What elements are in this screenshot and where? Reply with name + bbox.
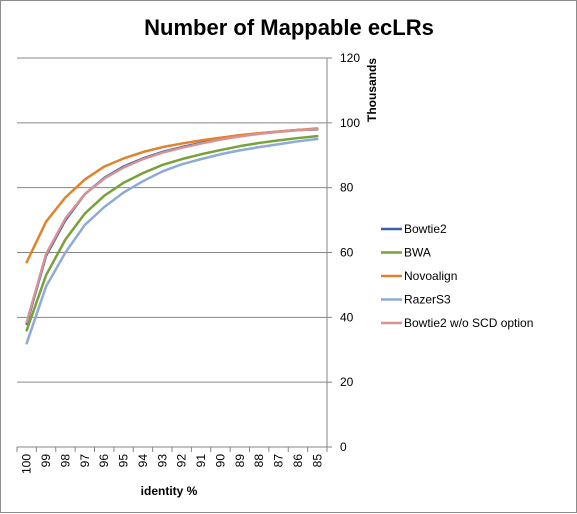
x-tick-label: 90	[213, 454, 227, 468]
x-tick-label: 86	[291, 454, 305, 468]
series-line-1	[25, 128, 319, 326]
series-lines	[25, 127, 319, 345]
x-tick-label: 87	[272, 454, 286, 468]
y-tick-label: 40	[340, 310, 354, 324]
y-tick-label: 20	[340, 375, 354, 389]
legend-label: BWA	[404, 246, 431, 260]
x-axis-title: identity %	[141, 484, 198, 498]
y-tick-label: 60	[340, 246, 354, 260]
legend: Bowtie2 BWA Novoalign RazerS3 Bowtie2 w/o SC…	[381, 222, 533, 330]
y-axis-title: Thousands	[365, 58, 379, 122]
legend-label: Bowtie2	[404, 222, 447, 236]
x-tick-label: 91	[194, 454, 208, 468]
x-tick-label: 95	[117, 454, 131, 468]
x-tick-labels: 100 99 98 97 96 95 94 93 92 91 90 89 88 87 86 85	[20, 454, 325, 474]
y-tick-label: 80	[340, 181, 354, 195]
series-line-4	[25, 137, 319, 345]
x-tick-label: 100	[20, 454, 34, 474]
legend-label: Bowtie2 w/o SCD option	[404, 316, 533, 330]
x-tick-label: 94	[136, 454, 150, 468]
axes	[16, 57, 332, 452]
x-tick-label: 88	[252, 454, 266, 468]
x-tick-label: 98	[58, 454, 72, 468]
chart-title: Number of Mappable ecLRs	[144, 15, 434, 40]
x-tick-label: 93	[155, 454, 169, 468]
y-tick-label: 0	[340, 440, 347, 454]
legend-label: Novoalign	[404, 269, 457, 283]
series-line-2	[25, 134, 319, 332]
legend-label: RazerS3	[404, 293, 451, 307]
y-tick-label: 120	[340, 51, 360, 65]
x-tick-label: 89	[233, 454, 247, 468]
x-tick-label: 92	[175, 454, 189, 468]
x-tick-label: 97	[78, 454, 92, 468]
x-tick-label: 96	[97, 454, 111, 468]
series-line-5	[25, 127, 319, 324]
y-tick-labels: 0 20 40 60 80 100 120	[340, 51, 360, 454]
y-tick-label: 100	[340, 116, 360, 130]
x-tick-label: 99	[39, 454, 53, 468]
gridlines	[17, 57, 327, 383]
x-tick-label: 85	[310, 454, 324, 468]
